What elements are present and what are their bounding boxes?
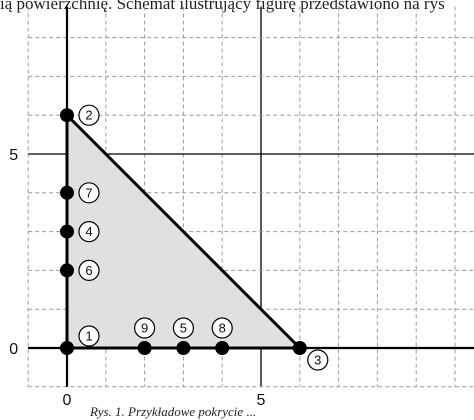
x-tick-label: 0 <box>63 392 72 409</box>
point-label-circle <box>134 317 156 339</box>
y-tick-label: 5 <box>9 147 18 164</box>
caption-top: ią powierzchnię. Schemat ilustrujący fig… <box>0 0 445 13</box>
x-tick-label: 5 <box>257 392 266 409</box>
y-tick-label: 0 <box>9 341 18 358</box>
point-marker <box>292 341 307 355</box>
point-label-circle <box>78 182 100 204</box>
point-label-circle <box>78 325 100 347</box>
point-label: 6 <box>85 263 92 278</box>
point-marker <box>215 341 230 355</box>
point-label-circle <box>78 104 100 126</box>
point-label: 8 <box>219 321 226 336</box>
caption-bottom: Rys. 1. Przykładowe pokrycie ... <box>90 404 257 419</box>
point-marker <box>60 185 74 200</box>
point-label: 2 <box>85 108 92 123</box>
point-marker <box>60 224 74 239</box>
point-label: 7 <box>85 185 92 200</box>
point-label-circle <box>78 221 100 243</box>
point-label: 5 <box>180 321 187 336</box>
point-label-circle <box>172 317 194 339</box>
point-label: 4 <box>85 224 92 239</box>
point-label: 9 <box>141 321 148 336</box>
point-marker <box>60 108 74 123</box>
point-label-circle <box>78 259 100 281</box>
points: 1 2 3 4 5 6 7 8 9 <box>60 104 329 371</box>
tick-labels: 0 5 0 5 <box>9 147 265 409</box>
point-label-circle <box>211 317 233 339</box>
point-marker <box>60 341 74 355</box>
point-marker <box>137 341 152 355</box>
point-label: 1 <box>85 329 92 344</box>
point-label-circle <box>307 349 329 371</box>
point-marker <box>176 341 191 355</box>
point-marker <box>60 263 74 278</box>
point-label: 3 <box>314 353 321 368</box>
